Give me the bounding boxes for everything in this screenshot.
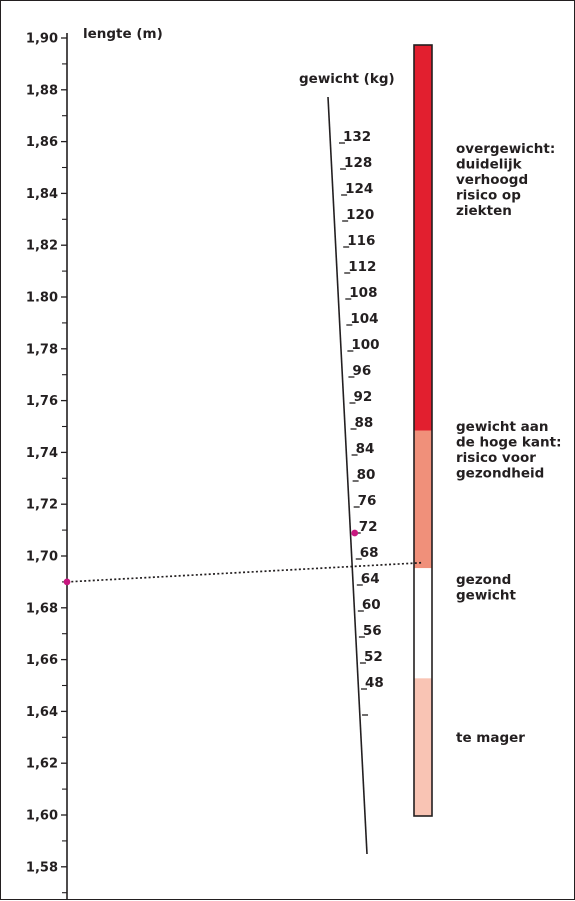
example-dotted-line bbox=[66, 561, 424, 583]
height-tick-label: 1,58 bbox=[26, 860, 58, 875]
height-tick-label: 1,62 bbox=[26, 757, 58, 772]
bmi-zone-label: gewicht bbox=[456, 588, 517, 604]
height-tick-label: 1,78 bbox=[26, 342, 58, 357]
weight-tick-label: 96 bbox=[352, 363, 371, 379]
bmi-zone-1 bbox=[414, 430, 432, 569]
height-tick-label: 1,84 bbox=[26, 187, 58, 202]
height-tick-label: 1,70 bbox=[26, 550, 58, 565]
bmi-zone-label: gewicht aan bbox=[456, 419, 549, 435]
weight-tick-label: 56 bbox=[363, 623, 382, 639]
bmi-zone-label: overgewicht: bbox=[456, 141, 555, 157]
weight-tick-label: 120 bbox=[346, 207, 374, 223]
height-tick-label: 1,90 bbox=[26, 32, 58, 47]
height-tick-label: 1,74 bbox=[26, 446, 58, 461]
bmi-zone-0 bbox=[414, 45, 432, 431]
weight-tick-label: 92 bbox=[353, 389, 372, 405]
bmi-zone-label: verhoogd bbox=[456, 172, 528, 188]
weight-tick-label: 112 bbox=[348, 259, 376, 275]
weight-tick-label: 128 bbox=[344, 155, 372, 171]
bmi-zone-label: gezond bbox=[456, 572, 511, 588]
bmi-bar-outline bbox=[413, 44, 433, 817]
weight-axis-line bbox=[327, 96, 368, 855]
weight-tick-label: 88 bbox=[355, 415, 374, 431]
weight-tick-label: 132 bbox=[343, 129, 371, 145]
example-height-marker bbox=[63, 578, 71, 586]
height-tick-label: 1,68 bbox=[26, 601, 58, 616]
bmi-zone-label: duidelijk bbox=[456, 157, 523, 173]
height-tick-label: 1,76 bbox=[26, 394, 58, 409]
weight-tick-label: 100 bbox=[351, 337, 379, 353]
weight-tick-label: 80 bbox=[357, 467, 376, 483]
height-axis: 1,90 1,88 1,86 1,84 1,82 1.80 1,78 1,76 1,74 1,72… bbox=[26, 32, 68, 899]
example-weight-marker bbox=[351, 529, 359, 537]
weight-tick-label: 60 bbox=[362, 597, 381, 613]
weight-tick-label: 104 bbox=[350, 311, 378, 327]
weight-tick-label: 84 bbox=[356, 441, 375, 457]
height-tick-label: 1,88 bbox=[26, 83, 58, 98]
bmi-zone-3 bbox=[414, 678, 432, 816]
height-tick-label: 1,66 bbox=[26, 653, 58, 668]
height-tick-label: 1,86 bbox=[26, 135, 58, 150]
weight-tick-label: 124 bbox=[345, 181, 373, 197]
bmi-zone-label: risico voor bbox=[456, 450, 536, 466]
height-tick-label: 1,82 bbox=[26, 239, 58, 254]
weight-tick-label: 116 bbox=[347, 233, 375, 249]
weight-tick-label: 52 bbox=[364, 649, 383, 665]
height-tick-label: 1,60 bbox=[26, 809, 58, 824]
weight-tick-label: 48 bbox=[365, 675, 384, 691]
bmi-zone-label: te mager bbox=[456, 730, 525, 746]
bmi-zone-label: de hoge kant: bbox=[456, 435, 561, 451]
weight-axis: 132 128 124 120 116 112 108 104 100 96 92 88 84 80 76 7… bbox=[327, 96, 384, 855]
height-tick-label: 1,72 bbox=[26, 498, 58, 513]
height-tick-label: 1.80 bbox=[26, 291, 58, 306]
weight-tick-label: 108 bbox=[349, 285, 377, 301]
height-axis-title: lengte (m) bbox=[83, 26, 163, 42]
example-reading bbox=[63, 529, 424, 586]
weight-tick-label: 68 bbox=[360, 545, 379, 561]
weight-tick-label: 64 bbox=[361, 571, 380, 587]
weight-tick-label: 76 bbox=[358, 493, 377, 509]
bmi-zone-2 bbox=[414, 568, 432, 679]
weight-axis-title: gewicht (kg) bbox=[299, 71, 395, 87]
bmi-zone-label: risico op bbox=[456, 188, 521, 204]
height-tick-label: 1,64 bbox=[26, 705, 58, 720]
bmi-zone-label: ziekten bbox=[456, 203, 512, 219]
weight-tick-label: 72 bbox=[359, 519, 378, 535]
bmi-zone-label: gezondheid bbox=[456, 466, 544, 482]
bmi-bar bbox=[413, 44, 433, 817]
